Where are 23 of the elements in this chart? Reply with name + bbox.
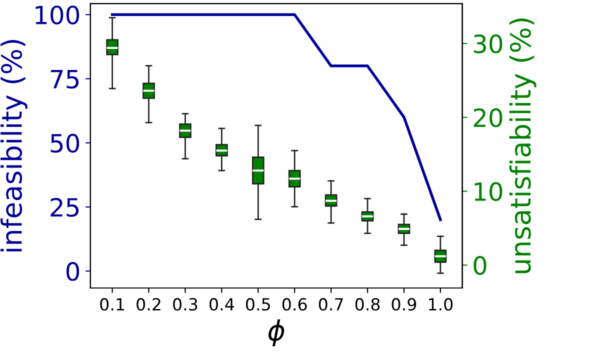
- y2-tick-label: 30: [474, 34, 502, 54]
- y-axis-title: infeasibility (%): [0, 40, 28, 252]
- x-tick-label: 0.6: [282, 298, 307, 311]
- y-tick-label: 100: [36, 6, 80, 24]
- x-tick-label: 0.9: [392, 298, 416, 311]
- x-tick-label: 1.0: [429, 298, 453, 311]
- x-tick-label: 0.3: [173, 298, 198, 311]
- line-series: [110, 13, 442, 222]
- y-tick-label: 75: [50, 70, 79, 89]
- y2-tick-label: 10: [474, 182, 502, 202]
- x-tick-label: 0.5: [246, 298, 270, 311]
- y-tick-label: 50: [50, 134, 80, 153]
- y2-axis-title: unsatisfiability (%): [509, 18, 536, 274]
- x-tick-label: 0.2: [136, 298, 160, 311]
- x-tick-label: 0.4: [210, 298, 234, 311]
- x-tick-label: 0.1: [100, 298, 124, 311]
- x-tick-label: 0.7: [318, 298, 343, 311]
- y2-tick-label: 0: [474, 256, 486, 275]
- x-axis-title: ϕ: [268, 319, 284, 346]
- y2-tick-label: 20: [474, 108, 502, 128]
- y-tick-label: 25: [50, 198, 79, 217]
- y-tick-label: 0: [66, 262, 80, 281]
- x-tick-label: 0.8: [355, 298, 380, 311]
